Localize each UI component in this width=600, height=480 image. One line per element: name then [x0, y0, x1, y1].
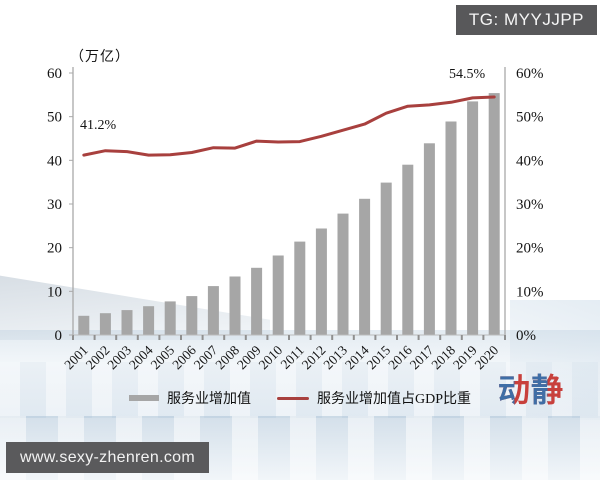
- left-axis-tick-label: 30: [47, 197, 62, 213]
- legend-entry-line-series: 服务业增加值占GDP比重: [276, 388, 471, 408]
- bar-2010: [272, 255, 284, 335]
- bar-2007: [207, 286, 219, 335]
- bar-2020: [488, 93, 500, 335]
- annotation-last-point: 54.5%: [449, 67, 486, 82]
- bar-2006: [186, 296, 198, 335]
- logo-character: 动: [498, 372, 531, 408]
- bar-2013: [337, 213, 349, 335]
- logo-character: 静: [531, 372, 564, 408]
- right-axis-tick-label: 30%: [516, 197, 544, 213]
- bar-2014: [359, 198, 371, 335]
- telegram-watermark-badge: TG: MYYJJPP: [455, 5, 597, 35]
- chart-legend: 服务业增加值 服务业增加值占GDP比重: [0, 389, 600, 407]
- right-axis-tick-label: 20%: [516, 241, 544, 257]
- left-axis-tick-label: 20: [47, 241, 62, 257]
- left-axis-tick-label: 60: [47, 66, 62, 82]
- left-axis-tick-label: 50: [47, 110, 62, 126]
- right-axis-tick-label: 0%: [516, 328, 536, 344]
- left-axis-unit-label: （万亿）: [70, 50, 130, 65]
- line-series-swatch-icon: [276, 396, 309, 400]
- bar-2009: [251, 267, 263, 335]
- right-axis-tick-label: 50%: [516, 110, 544, 126]
- legend-label-bar-series: 服务业增加值: [166, 392, 251, 407]
- bar-2002: [99, 313, 111, 335]
- right-axis-tick-label: 60%: [516, 66, 544, 82]
- bar-2016: [402, 164, 414, 335]
- legend-entry-bar-series: 服务业增加值: [128, 388, 251, 408]
- bar-2011: [294, 241, 306, 335]
- legend-label-line-series: 服务业增加值占GDP比重: [316, 392, 471, 407]
- bar-2018: [445, 121, 457, 335]
- right-axis-tick-label: 10%: [516, 284, 544, 300]
- dongjing-logo: 动静: [498, 372, 564, 408]
- bar-2017: [423, 143, 435, 335]
- gdp-share-line: [82, 95, 496, 157]
- bar-2012: [315, 228, 327, 335]
- left-axis-tick-label: 0: [55, 328, 63, 344]
- left-axis-tick-label: 40: [47, 153, 62, 169]
- right-axis-tick-label: 40%: [516, 153, 544, 169]
- bar-2003: [121, 310, 133, 335]
- x-axis-label-2020: 2020: [472, 342, 502, 372]
- bar-2004: [143, 306, 155, 335]
- bar-series-swatch-icon: [128, 395, 159, 401]
- annotation-first-point: 41.2%: [80, 118, 117, 133]
- bar-2008: [229, 276, 241, 335]
- website-watermark-badge: www.sexy-zhenren.com: [6, 442, 209, 473]
- bar-2019: [467, 101, 479, 336]
- bar-2015: [380, 182, 392, 335]
- left-axis-tick-label: 10: [47, 284, 62, 300]
- bar-2001: [78, 315, 90, 335]
- bar-2005: [164, 301, 176, 335]
